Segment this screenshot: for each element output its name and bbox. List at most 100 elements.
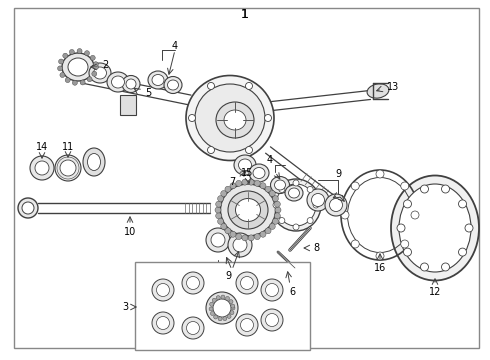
Ellipse shape <box>391 176 479 280</box>
Circle shape <box>274 201 280 207</box>
Circle shape <box>241 319 253 332</box>
Ellipse shape <box>68 58 88 76</box>
Text: 9: 9 <box>335 169 341 179</box>
Ellipse shape <box>285 185 303 201</box>
Circle shape <box>207 82 215 89</box>
Circle shape <box>376 170 384 178</box>
Circle shape <box>261 279 283 301</box>
Circle shape <box>35 161 49 175</box>
Ellipse shape <box>168 80 178 90</box>
Circle shape <box>403 200 412 208</box>
Circle shape <box>254 180 260 186</box>
Circle shape <box>215 207 221 213</box>
Text: 16: 16 <box>374 263 386 273</box>
Circle shape <box>90 55 95 60</box>
Text: 11: 11 <box>62 142 74 152</box>
Circle shape <box>230 311 234 315</box>
Circle shape <box>92 71 97 76</box>
Circle shape <box>80 80 85 85</box>
Text: 13: 13 <box>387 82 399 92</box>
Circle shape <box>156 284 170 297</box>
Circle shape <box>225 186 231 192</box>
Ellipse shape <box>236 198 261 221</box>
Circle shape <box>261 309 283 331</box>
Circle shape <box>225 228 231 234</box>
Ellipse shape <box>239 159 251 171</box>
Text: 5: 5 <box>145 88 151 98</box>
Circle shape <box>401 240 409 248</box>
Circle shape <box>77 49 82 54</box>
Circle shape <box>329 198 343 212</box>
Circle shape <box>18 198 38 218</box>
Circle shape <box>279 217 285 224</box>
Text: 1: 1 <box>241 8 249 21</box>
Circle shape <box>206 228 230 252</box>
Polygon shape <box>81 73 191 105</box>
Ellipse shape <box>367 84 389 98</box>
Circle shape <box>441 263 449 271</box>
Circle shape <box>351 182 359 190</box>
Circle shape <box>236 180 242 186</box>
Circle shape <box>420 263 428 271</box>
Ellipse shape <box>107 72 129 92</box>
Circle shape <box>214 315 218 319</box>
Text: 3: 3 <box>122 302 128 312</box>
Circle shape <box>242 235 248 241</box>
Circle shape <box>220 190 227 197</box>
Circle shape <box>313 202 319 208</box>
Circle shape <box>55 155 81 181</box>
Text: 4: 4 <box>172 41 178 51</box>
Circle shape <box>209 307 213 311</box>
Circle shape <box>242 179 248 185</box>
Ellipse shape <box>289 188 299 198</box>
Ellipse shape <box>94 67 106 79</box>
Ellipse shape <box>271 179 321 231</box>
Ellipse shape <box>276 184 316 226</box>
Circle shape <box>465 224 473 232</box>
Circle shape <box>187 321 199 334</box>
Circle shape <box>341 211 349 219</box>
Text: 2: 2 <box>102 60 108 70</box>
Circle shape <box>216 296 220 300</box>
Ellipse shape <box>253 167 265 179</box>
Circle shape <box>270 224 275 229</box>
Circle shape <box>216 213 221 219</box>
Ellipse shape <box>274 180 286 190</box>
Text: 8: 8 <box>313 243 319 253</box>
Circle shape <box>230 231 236 237</box>
Circle shape <box>231 306 235 310</box>
Ellipse shape <box>62 53 94 81</box>
Circle shape <box>218 219 223 224</box>
Circle shape <box>245 147 252 154</box>
Ellipse shape <box>152 75 164 86</box>
Circle shape <box>260 231 266 237</box>
Text: 4: 4 <box>267 155 273 165</box>
Circle shape <box>70 49 74 54</box>
Bar <box>120 95 136 115</box>
Circle shape <box>218 195 223 202</box>
Circle shape <box>187 276 199 289</box>
Circle shape <box>441 185 449 193</box>
Circle shape <box>227 314 231 319</box>
Ellipse shape <box>89 63 111 83</box>
Circle shape <box>94 64 98 69</box>
Polygon shape <box>266 147 343 208</box>
Circle shape <box>420 185 428 193</box>
Circle shape <box>93 62 98 67</box>
Ellipse shape <box>216 102 254 138</box>
Circle shape <box>459 248 466 256</box>
Text: 6: 6 <box>289 287 295 297</box>
Circle shape <box>207 147 215 154</box>
Circle shape <box>307 217 313 224</box>
Circle shape <box>411 211 419 219</box>
Circle shape <box>57 66 63 71</box>
Circle shape <box>30 156 54 180</box>
Circle shape <box>189 114 196 122</box>
Circle shape <box>223 317 227 321</box>
Circle shape <box>376 252 384 260</box>
Circle shape <box>307 186 313 193</box>
Ellipse shape <box>122 76 140 93</box>
Text: 14: 14 <box>36 142 48 152</box>
Circle shape <box>218 317 222 321</box>
Circle shape <box>211 311 215 315</box>
